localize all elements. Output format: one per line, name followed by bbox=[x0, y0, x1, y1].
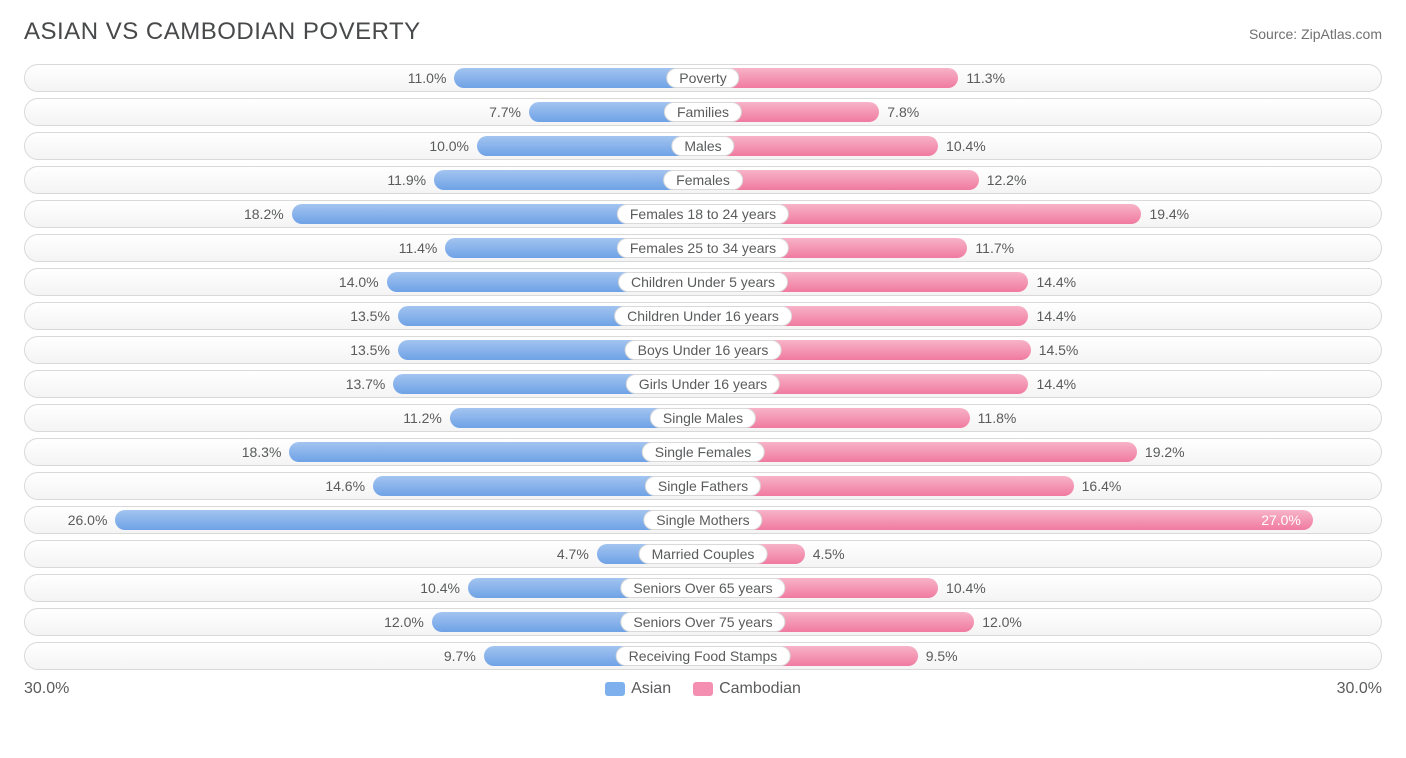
category-label: Single Fathers bbox=[645, 476, 761, 496]
value-cambodian: 16.4% bbox=[1082, 478, 1122, 494]
bar-asian bbox=[477, 136, 703, 156]
bar-asian bbox=[115, 510, 703, 530]
value-asian: 9.7% bbox=[444, 648, 476, 664]
category-label: Single Females bbox=[642, 442, 765, 462]
value-cambodian: 27.0% bbox=[1261, 512, 1301, 528]
category-label: Children Under 5 years bbox=[618, 272, 788, 292]
category-label: Married Couples bbox=[639, 544, 768, 564]
category-label: Seniors Over 65 years bbox=[620, 578, 785, 598]
chart-row: 14.6% 16.4% Single Fathers bbox=[24, 472, 1382, 500]
value-cambodian: 14.4% bbox=[1036, 376, 1076, 392]
value-asian: 10.4% bbox=[420, 580, 460, 596]
legend: Asian Cambodian bbox=[605, 680, 801, 698]
bar-cambodian bbox=[703, 510, 1313, 530]
category-label: Receiving Food Stamps bbox=[616, 646, 791, 666]
bar-cambodian bbox=[703, 136, 938, 156]
value-asian: 13.5% bbox=[350, 308, 390, 324]
chart-source: Source: ZipAtlas.com bbox=[1249, 26, 1382, 42]
value-asian: 26.0% bbox=[68, 512, 108, 528]
category-label: Females 25 to 34 years bbox=[617, 238, 789, 258]
chart-row: 13.5% 14.4% Children Under 16 years bbox=[24, 302, 1382, 330]
value-cambodian: 19.2% bbox=[1145, 444, 1185, 460]
legend-swatch-cambodian bbox=[693, 682, 713, 696]
category-label: Girls Under 16 years bbox=[626, 374, 780, 394]
value-cambodian: 14.4% bbox=[1036, 308, 1076, 324]
axis-left-max: 30.0% bbox=[24, 680, 69, 698]
chart-rows: 11.0%11.3%Poverty7.7%7.8%Families10.0%10… bbox=[24, 64, 1382, 670]
category-label: Males bbox=[671, 136, 734, 156]
bar-cambodian bbox=[703, 442, 1137, 462]
chart-row: 11.4% 11.7% Females 25 to 34 years bbox=[24, 234, 1382, 262]
chart-row: 7.7% 7.8% Families bbox=[24, 98, 1382, 126]
category-label: Single Mothers bbox=[643, 510, 762, 530]
value-asian: 11.9% bbox=[387, 172, 426, 188]
category-label: Females 18 to 24 years bbox=[617, 204, 789, 224]
chart-row: 26.0% 27.0% Single Mothers bbox=[24, 506, 1382, 534]
value-asian: 18.2% bbox=[244, 206, 284, 222]
category-label: Seniors Over 75 years bbox=[620, 612, 785, 632]
value-cambodian: 14.5% bbox=[1039, 342, 1079, 358]
value-cambodian: 14.4% bbox=[1036, 274, 1076, 290]
value-asian: 18.3% bbox=[242, 444, 282, 460]
chart-footer: 30.0% Asian Cambodian 30.0% bbox=[24, 680, 1382, 698]
chart-row: 13.7% 14.4% Girls Under 16 years bbox=[24, 370, 1382, 398]
legend-item-cambodian: Cambodian bbox=[693, 680, 801, 698]
value-cambodian: 11.3% bbox=[966, 70, 1005, 86]
value-asian: 10.0% bbox=[429, 138, 469, 154]
chart-row: 11.9% 12.2% Females bbox=[24, 166, 1382, 194]
legend-item-asian: Asian bbox=[605, 680, 671, 698]
chart-row: 18.2% 19.4% Females 18 to 24 years bbox=[24, 200, 1382, 228]
category-label: Children Under 16 years bbox=[614, 306, 792, 326]
value-asian: 4.7% bbox=[557, 546, 589, 562]
value-asian: 12.0% bbox=[384, 614, 424, 630]
chart-row: 10.4% 10.4% Seniors Over 65 years bbox=[24, 574, 1382, 602]
value-asian: 13.5% bbox=[350, 342, 390, 358]
value-asian: 14.6% bbox=[325, 478, 365, 494]
chart-row: 11.0% 11.3% Poverty bbox=[24, 64, 1382, 92]
value-cambodian: 11.7% bbox=[975, 240, 1014, 256]
chart-row: 14.0% 14.4% Children Under 5 years bbox=[24, 268, 1382, 296]
chart-row: 11.2% 11.8% Single Males bbox=[24, 404, 1382, 432]
chart-row: 4.7% 4.5% Married Couples bbox=[24, 540, 1382, 568]
category-label: Females bbox=[663, 170, 743, 190]
category-label: Poverty bbox=[666, 68, 739, 88]
legend-label-asian: Asian bbox=[631, 680, 671, 698]
value-cambodian: 7.8% bbox=[887, 104, 919, 120]
value-cambodian: 10.4% bbox=[946, 138, 986, 154]
value-cambodian: 4.5% bbox=[813, 546, 845, 562]
legend-swatch-asian bbox=[605, 682, 625, 696]
category-label: Single Males bbox=[650, 408, 756, 428]
chart-row: 18.3% 19.2% Single Females bbox=[24, 438, 1382, 466]
value-cambodian: 9.5% bbox=[926, 648, 958, 664]
axis-right-max: 30.0% bbox=[1337, 680, 1382, 698]
value-asian: 14.0% bbox=[339, 274, 379, 290]
bar-cambodian bbox=[703, 170, 979, 190]
value-asian: 7.7% bbox=[489, 104, 521, 120]
value-asian: 13.7% bbox=[346, 376, 386, 392]
value-cambodian: 10.4% bbox=[946, 580, 986, 596]
value-cambodian: 12.2% bbox=[987, 172, 1027, 188]
category-label: Boys Under 16 years bbox=[625, 340, 782, 360]
chart-title: ASIAN VS CAMBODIAN POVERTY bbox=[24, 18, 421, 46]
legend-label-cambodian: Cambodian bbox=[719, 680, 801, 698]
value-asian: 11.4% bbox=[399, 240, 438, 256]
chart-header: ASIAN VS CAMBODIAN POVERTY Source: ZipAt… bbox=[24, 18, 1382, 46]
value-cambodian: 12.0% bbox=[982, 614, 1022, 630]
chart-row: 13.5% 14.5% Boys Under 16 years bbox=[24, 336, 1382, 364]
value-cambodian: 11.8% bbox=[978, 410, 1017, 426]
chart-row: 12.0% 12.0% Seniors Over 75 years bbox=[24, 608, 1382, 636]
bar-cambodian bbox=[703, 68, 958, 88]
chart-row: 10.0% 10.4% Males bbox=[24, 132, 1382, 160]
value-asian: 11.2% bbox=[403, 410, 442, 426]
value-asian: 11.0% bbox=[408, 70, 447, 86]
value-cambodian: 19.4% bbox=[1149, 206, 1189, 222]
category-label: Families bbox=[664, 102, 742, 122]
chart-row: 9.7% 9.5% Receiving Food Stamps bbox=[24, 642, 1382, 670]
